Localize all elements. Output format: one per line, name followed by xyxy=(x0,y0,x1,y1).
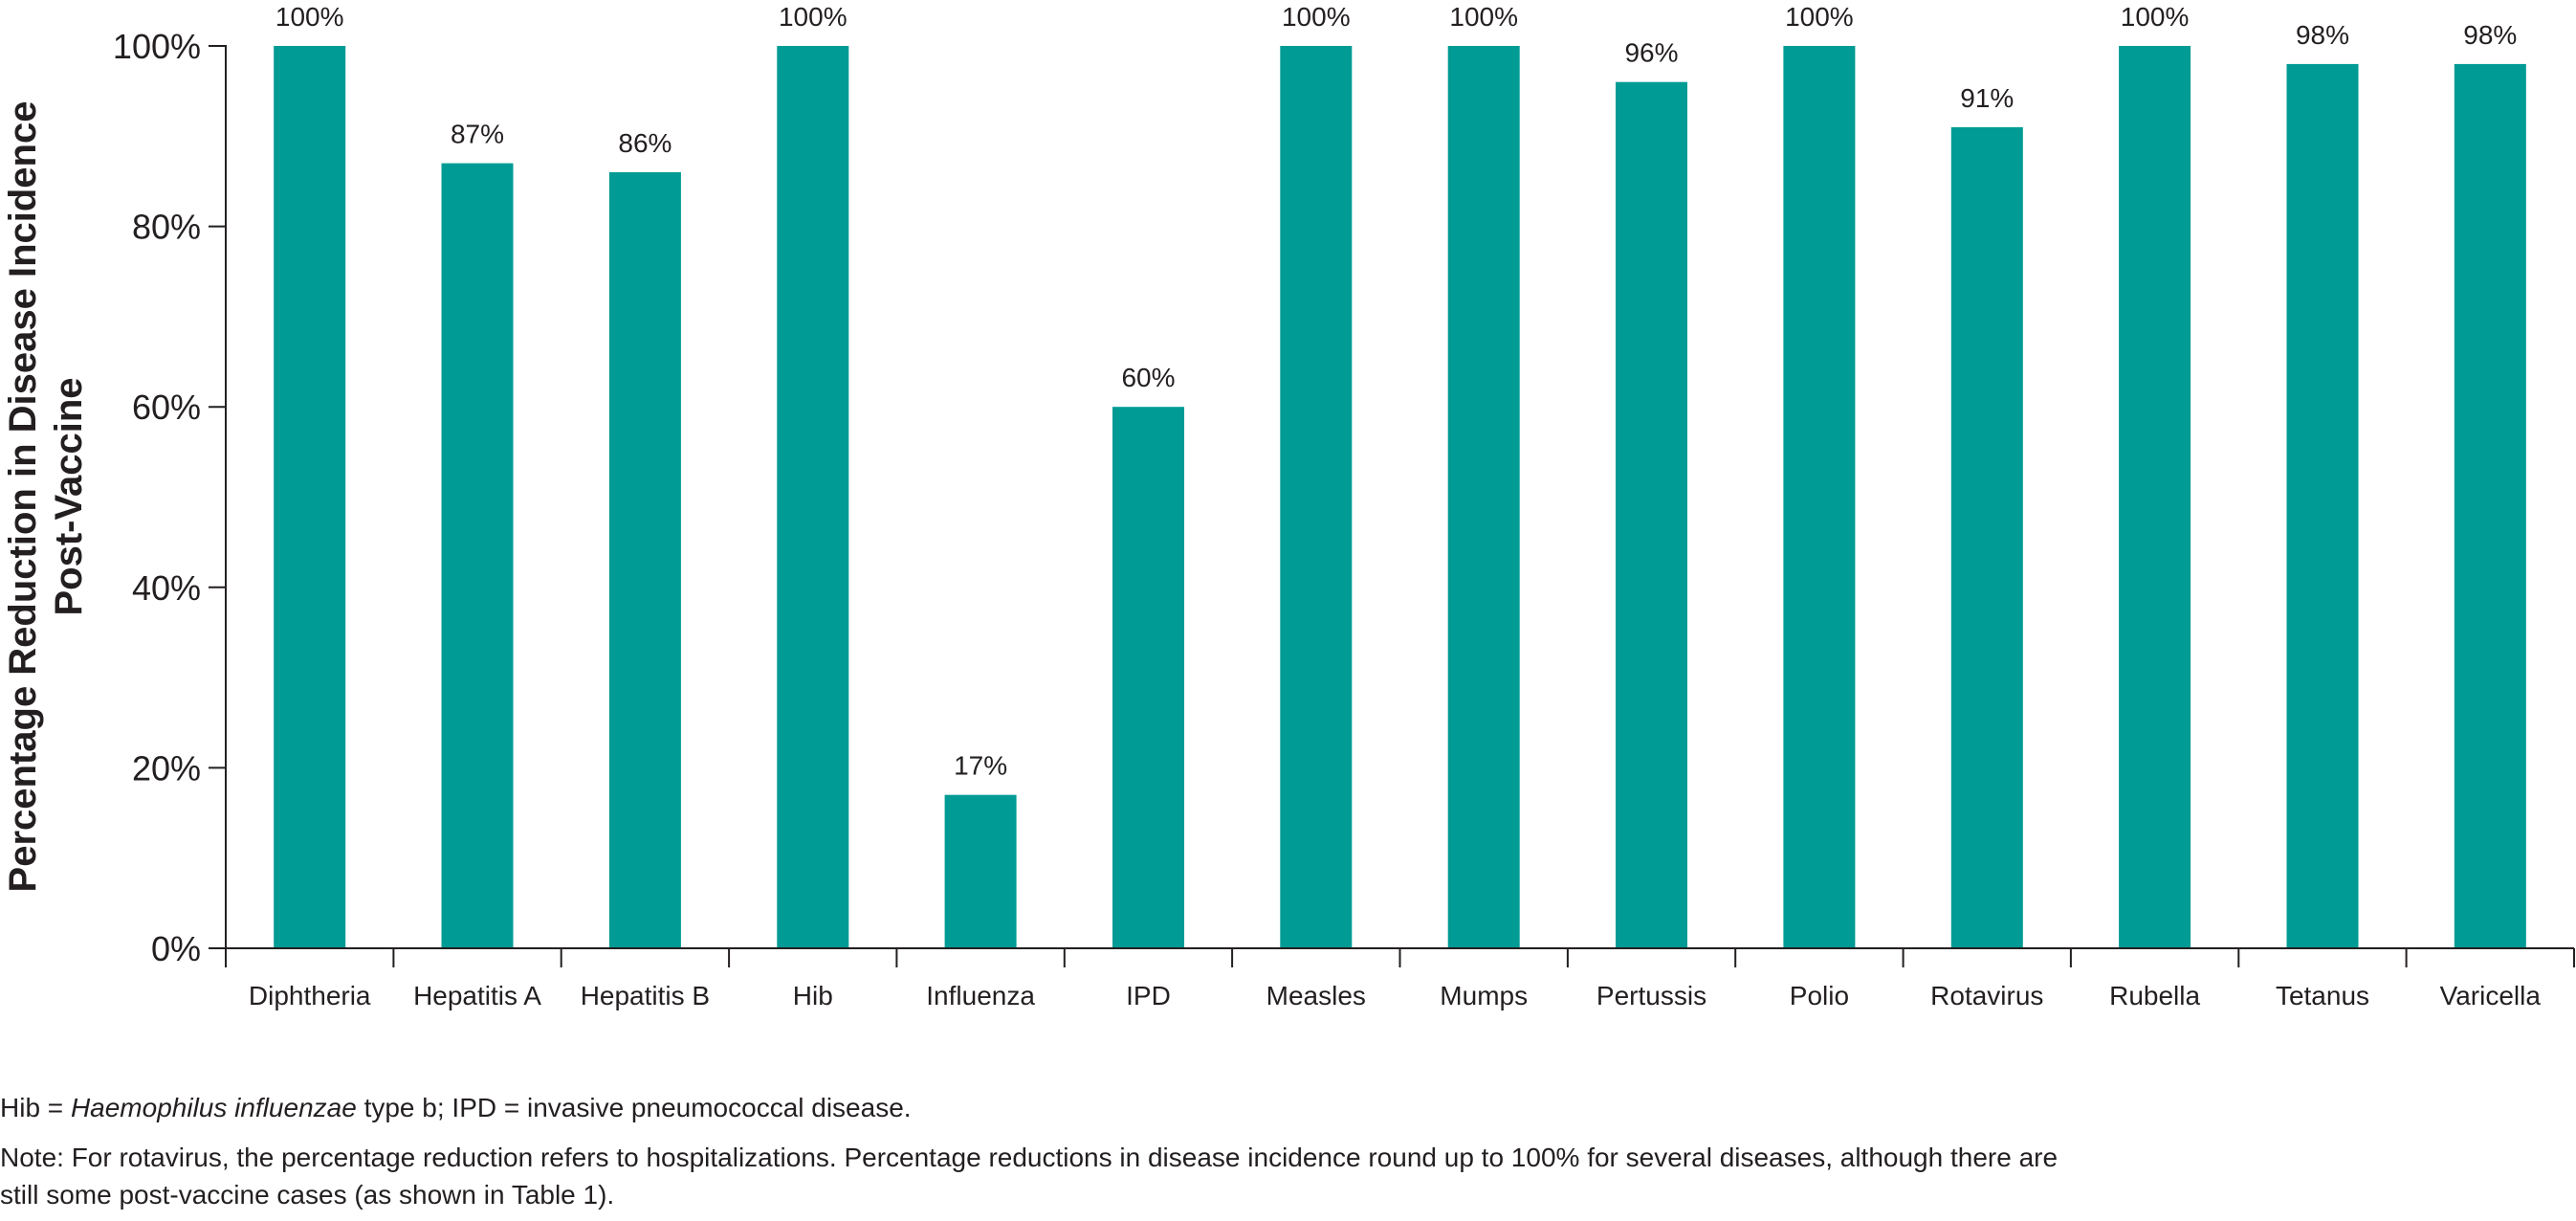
x-tick-label: Influenza xyxy=(926,981,1035,1010)
value-label: 86% xyxy=(618,128,672,158)
value-label: 60% xyxy=(1121,363,1175,392)
bar-chart: 100% 87% 86% 100% 17% 60% 100% 100% 96% 100% 91% 10… xyxy=(113,2,2575,1010)
bar-rotavirus xyxy=(1950,126,2023,948)
x-tick-label: Mumps xyxy=(1440,981,1528,1010)
x-tick-label: Hepatitis B xyxy=(581,981,710,1010)
y-tick-label: 100% xyxy=(113,27,201,66)
x-tick-label: IPD xyxy=(1126,981,1171,1010)
abbrev-italic: Haemophilus influenzae xyxy=(70,1093,357,1122)
value-label: 17% xyxy=(954,751,1007,781)
bar-rubella xyxy=(2119,46,2191,948)
y-tick-label: 60% xyxy=(132,388,201,427)
y-tick-label: 20% xyxy=(132,748,201,788)
x-tick-label: Rotavirus xyxy=(1930,981,2043,1010)
y-axis-title-line-2: Post-Vaccine xyxy=(48,377,90,616)
value-label: 87% xyxy=(451,120,504,149)
x-tick-label: Pertussis xyxy=(1596,981,1706,1010)
bar-diphtheria xyxy=(274,46,346,948)
y-tick-label: 80% xyxy=(132,208,201,247)
x-tick-label: Hib xyxy=(793,981,833,1010)
value-label: 98% xyxy=(2296,20,2349,50)
bar-measles xyxy=(1280,46,1353,948)
x-tick-label: Diphtheria xyxy=(249,981,371,1010)
value-label: 100% xyxy=(1282,2,1351,32)
x-tick-label: Hepatitis A xyxy=(413,981,541,1010)
bar-hepatitis-b xyxy=(608,172,681,948)
y-tick-label: 40% xyxy=(132,568,201,608)
abbrev-prefix: Hib = xyxy=(0,1093,71,1122)
value-labels-group: 100% 87% 86% 100% 17% 60% 100% 100% 96% 100% 91% 10… xyxy=(275,2,2517,781)
x-tick-label: Measles xyxy=(1266,981,1366,1010)
bar-polio xyxy=(1783,46,1856,948)
abbreviation-footnote: Hib = Haemophilus influenzae type b; IPD… xyxy=(0,1089,2296,1127)
bar-influenza xyxy=(944,794,1017,948)
bars-group xyxy=(274,46,2526,949)
bar-hib xyxy=(777,46,849,948)
value-label: 100% xyxy=(275,2,344,32)
x-axis: Diphtheria Hepatitis A Hepatitis B Hib Influ… xyxy=(225,947,2575,1010)
bar-varicella xyxy=(2454,63,2526,948)
y-tick-label: 0% xyxy=(151,929,201,968)
x-tick-label: Polio xyxy=(1790,981,1849,1010)
bar-tetanus xyxy=(2286,63,2359,948)
x-tick-label: Rubella xyxy=(2109,981,2200,1010)
bar-hepatitis-a xyxy=(441,163,514,949)
value-label: 100% xyxy=(1449,2,1518,32)
value-label: 91% xyxy=(1960,83,2014,113)
value-label: 98% xyxy=(2463,20,2517,50)
x-tick-label: Tetanus xyxy=(2276,981,2369,1010)
bar-mumps xyxy=(1447,46,1520,948)
value-label: 100% xyxy=(779,2,848,32)
bar-ipd xyxy=(1112,407,1184,948)
abbrev-suffix: type b; IPD = invasive pneumococcal dise… xyxy=(356,1093,912,1122)
bar-pertussis xyxy=(1616,81,1687,948)
footnotes: Hib = Haemophilus influenzae type b; IPD… xyxy=(0,1089,2296,1213)
x-tick-label: Varicella xyxy=(2440,981,2542,1010)
value-label: 100% xyxy=(1785,2,1854,32)
value-label: 96% xyxy=(1624,38,1678,68)
y-axis-title-line-1: Percentage Reduction in Disease Incidenc… xyxy=(2,100,44,893)
value-label: 100% xyxy=(2121,2,2190,32)
y-axis: 0% 20% 40% 60% 80% 100% xyxy=(113,27,227,968)
note-footnote: Note: For rotavirus, the percentage redu… xyxy=(0,1143,2059,1210)
